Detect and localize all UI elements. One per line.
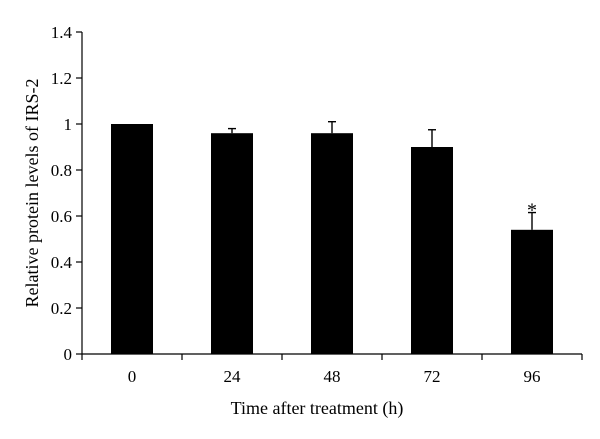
y-tick-label: 1.4 xyxy=(51,23,73,42)
error-bars-group xyxy=(228,120,536,230)
x-tick-label: 96 xyxy=(524,367,541,386)
significance-asterisk: * xyxy=(527,200,537,222)
bar-0 xyxy=(111,124,153,354)
y-tick-label: 0.4 xyxy=(51,253,73,272)
x-tick-label: 72 xyxy=(424,367,441,386)
y-axis-title: Relative protein levels of IRS-2 xyxy=(22,79,42,308)
x-tick-label: 24 xyxy=(224,367,242,386)
bar-48 xyxy=(311,133,353,354)
y-tick-label: 1 xyxy=(64,115,73,134)
annotations-group: * xyxy=(527,200,537,222)
y-tick-label: 0 xyxy=(64,345,73,364)
axes-group xyxy=(81,32,582,355)
y-tick-label: 1.2 xyxy=(51,69,72,88)
bar-24 xyxy=(211,133,253,354)
y-ticks-group: 0 0.2 0.4 0.6 0.8 1 1.2 1.4 xyxy=(51,23,82,364)
x-tick-label: 48 xyxy=(324,367,341,386)
y-tick-label: 0.6 xyxy=(51,207,72,226)
bars-group xyxy=(111,124,553,354)
bar-96 xyxy=(511,229,553,354)
y-tick-label: 0.8 xyxy=(51,161,72,180)
bar-72 xyxy=(411,147,453,354)
x-tick-label: 0 xyxy=(128,367,137,386)
x-ticks-group: 0 24 48 72 96 xyxy=(81,354,583,386)
x-axis-title: Time after treatment (h) xyxy=(231,398,404,419)
y-tick-label: 0.2 xyxy=(51,299,72,318)
